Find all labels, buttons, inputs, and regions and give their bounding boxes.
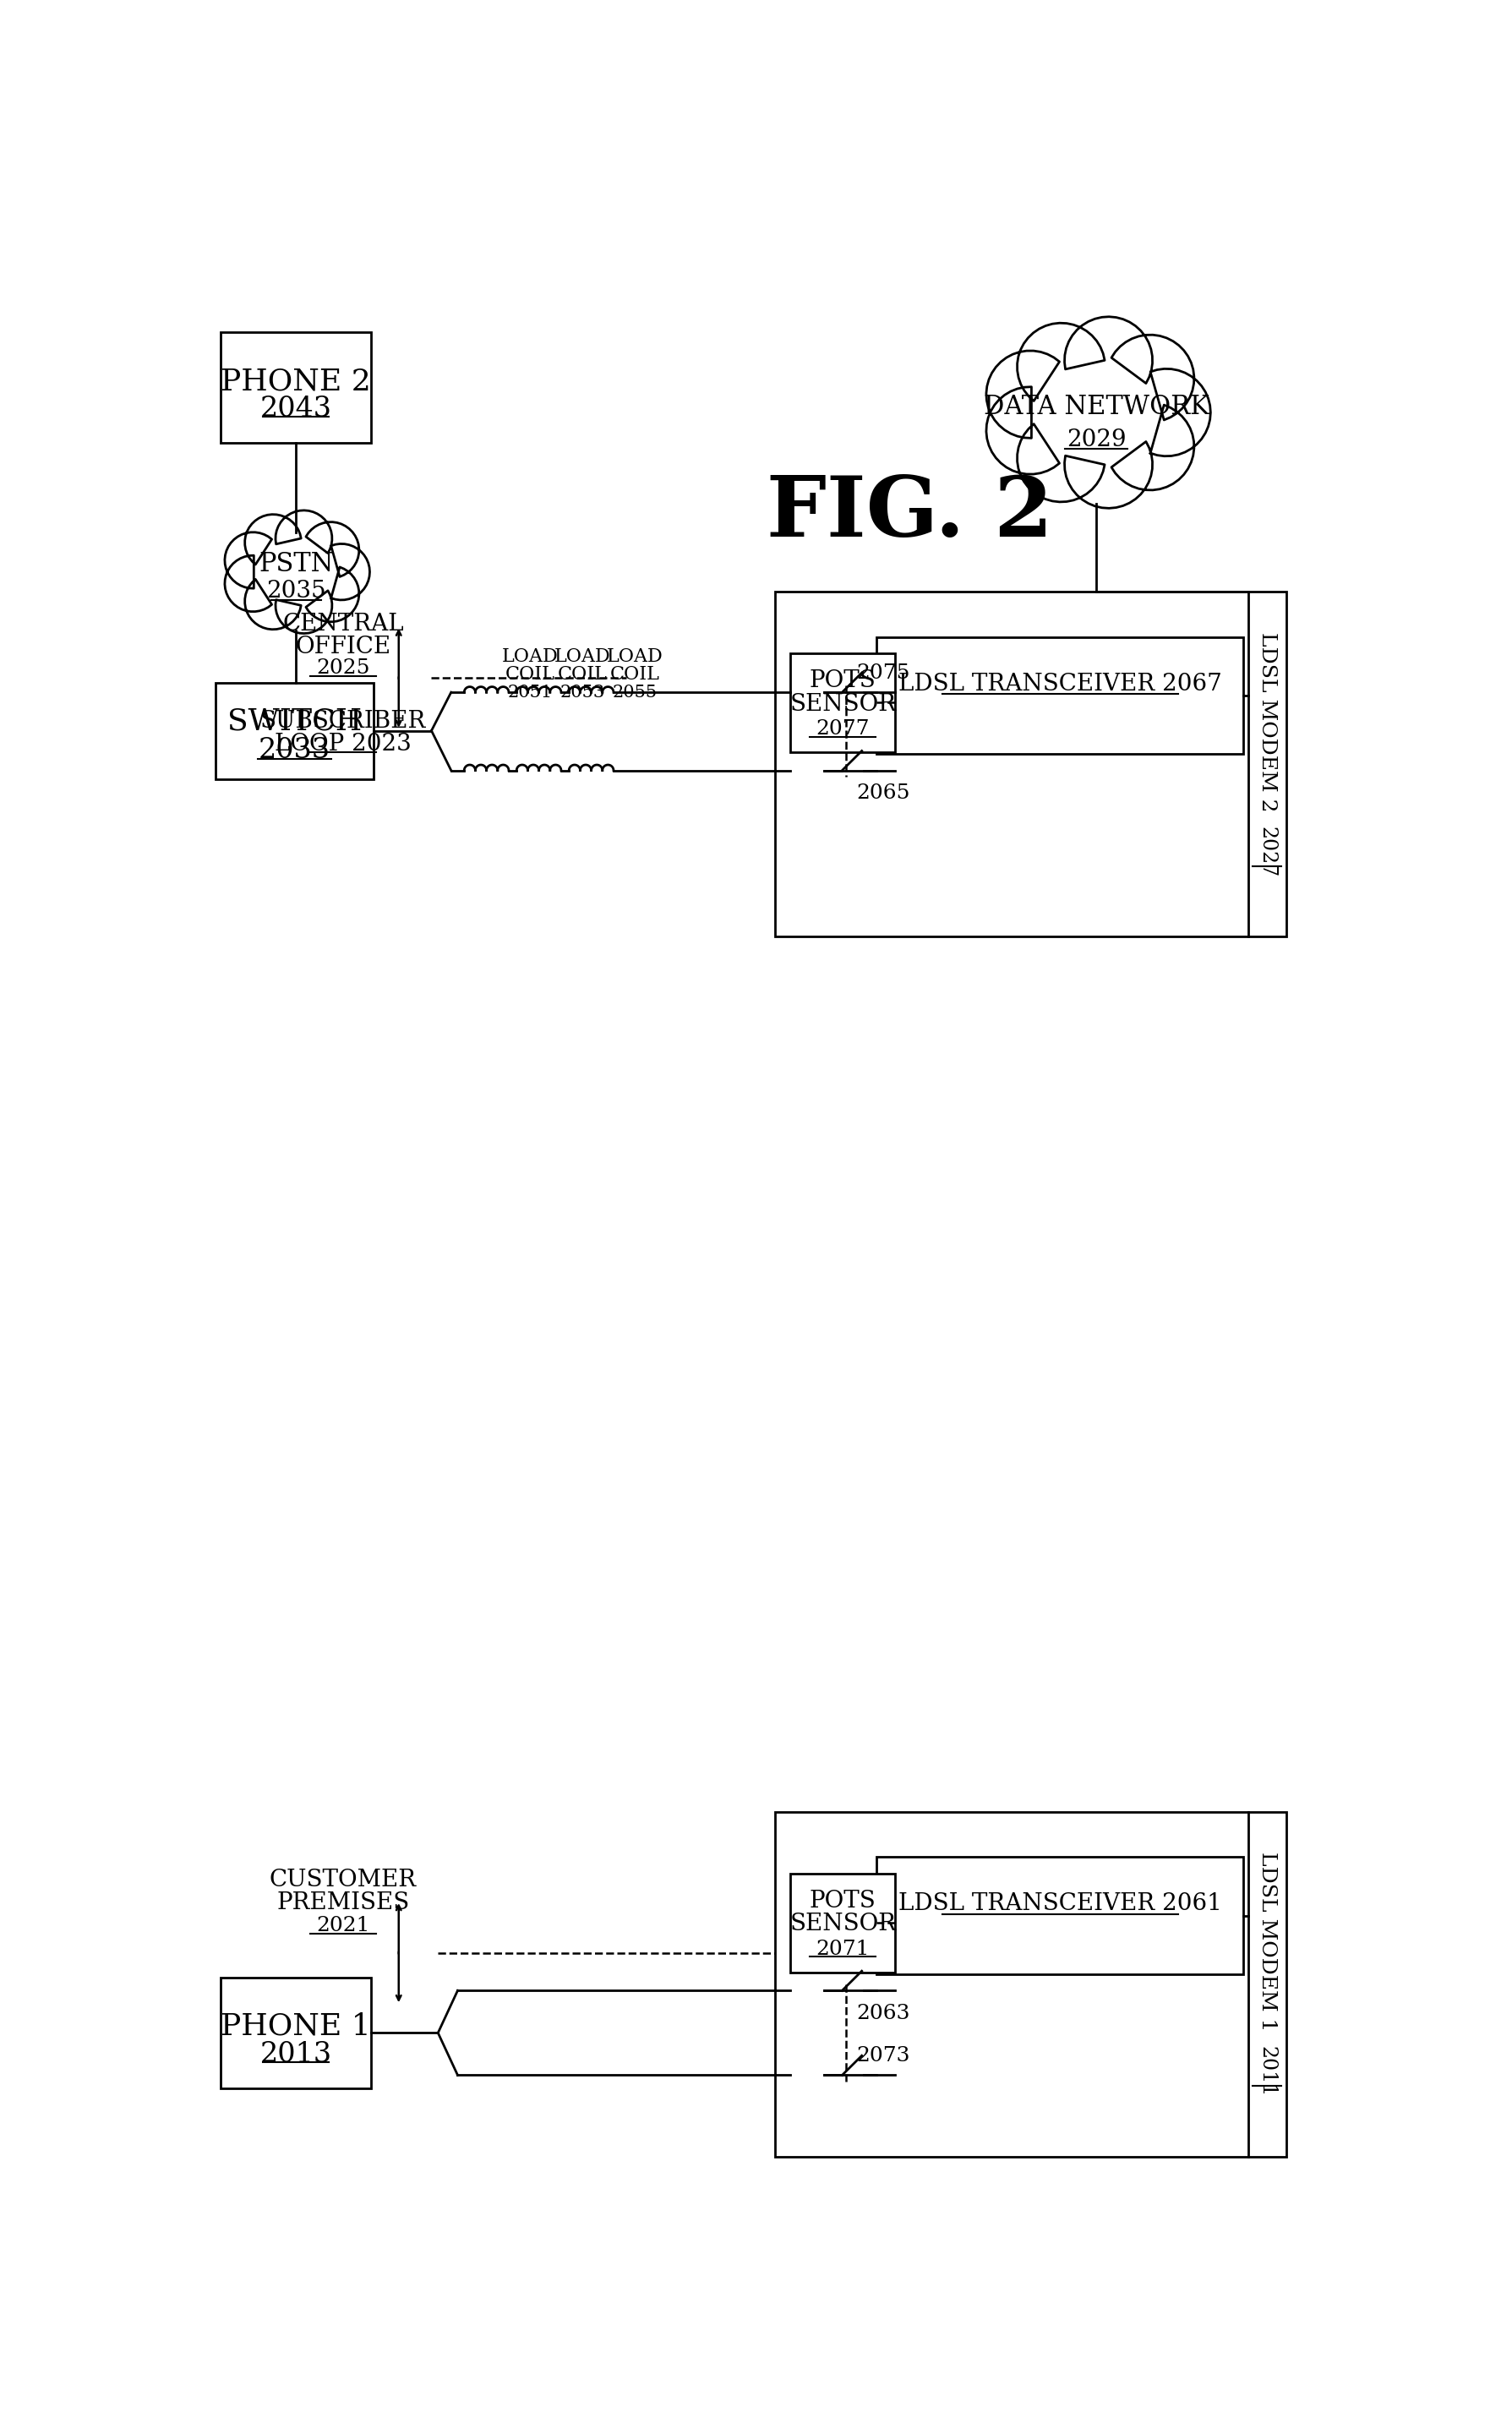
Text: PSTN: PSTN — [259, 550, 333, 577]
Bar — [774, 1811, 1285, 2157]
Text: LDSL TRANSCEIVER 2067: LDSL TRANSCEIVER 2067 — [898, 672, 1222, 696]
Text: LDSL MODEM 1: LDSL MODEM 1 — [1256, 1852, 1276, 2032]
Text: 2063: 2063 — [856, 2003, 910, 2023]
Text: LOAD: LOAD — [555, 647, 611, 667]
Text: PREMISES: PREMISES — [277, 1891, 410, 1913]
Text: LOAD: LOAD — [606, 647, 662, 667]
Text: SENSOR: SENSOR — [789, 694, 895, 716]
Text: 2033: 2033 — [259, 738, 330, 764]
Bar — [774, 591, 1285, 937]
Text: 2055: 2055 — [612, 684, 658, 701]
Text: 2077: 2077 — [815, 718, 869, 738]
Bar — [789, 652, 895, 752]
Text: 2043: 2043 — [260, 397, 331, 424]
Text: 2029: 2029 — [1066, 428, 1125, 450]
Text: LDSL TRANSCEIVER 2061: LDSL TRANSCEIVER 2061 — [898, 1894, 1222, 1916]
Text: SUBSCRIBER: SUBSCRIBER — [260, 711, 426, 733]
Text: COIL: COIL — [505, 664, 555, 684]
Text: SWITCH: SWITCH — [227, 708, 361, 735]
Bar — [221, 1976, 370, 2088]
Bar — [789, 1874, 895, 1972]
Text: 2065: 2065 — [856, 784, 910, 803]
Text: SENSOR: SENSOR — [789, 1913, 895, 1935]
Text: COIL: COIL — [558, 664, 608, 684]
Text: 2025: 2025 — [316, 660, 369, 679]
Text: 2053: 2053 — [559, 684, 605, 701]
Text: 2071: 2071 — [815, 1940, 869, 1959]
Text: LDSL MODEM 2: LDSL MODEM 2 — [1256, 633, 1276, 811]
Text: DATA NETWORK: DATA NETWORK — [983, 394, 1208, 421]
Text: CENTRAL: CENTRAL — [283, 613, 404, 635]
Text: COIL: COIL — [609, 664, 659, 684]
Text: PHONE 1: PHONE 1 — [221, 2013, 370, 2040]
Text: 2051: 2051 — [508, 684, 552, 701]
Text: CUSTOMER: CUSTOMER — [269, 1869, 416, 1891]
Bar — [877, 1857, 1243, 1974]
Text: LOOP 2023: LOOP 2023 — [275, 733, 411, 757]
Bar — [221, 333, 370, 443]
Text: 2073: 2073 — [856, 2047, 910, 2066]
Text: POTS: POTS — [809, 669, 875, 691]
Text: OFFICE: OFFICE — [295, 635, 390, 657]
Polygon shape — [986, 316, 1210, 509]
Text: POTS: POTS — [809, 1889, 875, 1913]
Text: 2021: 2021 — [316, 1916, 369, 1935]
Bar — [215, 682, 373, 779]
Polygon shape — [225, 511, 369, 633]
Text: FIG. 2: FIG. 2 — [767, 472, 1052, 555]
Text: 2075: 2075 — [856, 662, 910, 682]
Bar — [877, 638, 1243, 755]
Text: 2027: 2027 — [1256, 825, 1276, 876]
Text: 2013: 2013 — [260, 2040, 331, 2069]
Text: LOAD: LOAD — [502, 647, 558, 667]
Text: 2011: 2011 — [1256, 2047, 1276, 2098]
Text: PHONE 2: PHONE 2 — [221, 368, 370, 397]
Text: 2035: 2035 — [266, 579, 325, 604]
